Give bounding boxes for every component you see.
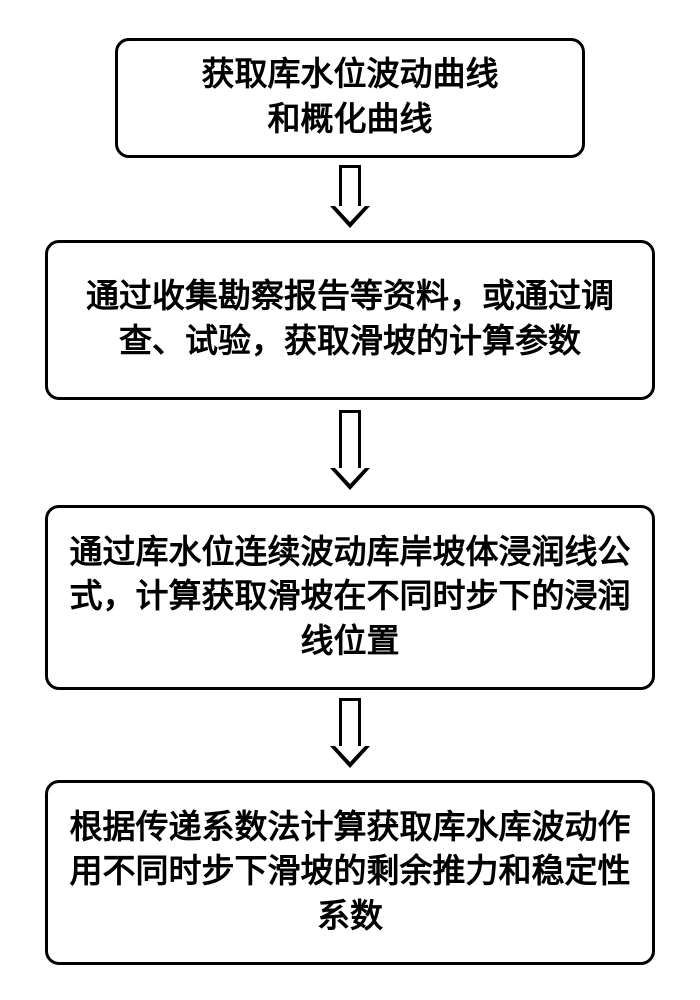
- flow-node-4-text: 根据传递系数法计算获取库水库波动作用不同时步下滑坡的剩余推力和稳定性系数: [66, 806, 634, 940]
- arrow-shaft: [339, 698, 361, 746]
- arrow-shaft: [339, 410, 361, 468]
- arrow-shaft: [339, 165, 361, 206]
- flow-node-1: 获取库水位波动曲线和概化曲线: [115, 38, 585, 158]
- flow-node-3: 通过库水位连续波动库岸坡体浸润线公式，计算获取滑坡在不同时步下的浸润线位置: [45, 505, 655, 690]
- flowchart-container: 获取库水位波动曲线和概化曲线 通过收集勘察报告等资料，或通过调查、试验，获取滑坡…: [0, 0, 700, 1000]
- flow-arrow-2: [330, 410, 370, 468]
- flow-arrow-3: [330, 698, 370, 746]
- flow-arrow-1: [330, 165, 370, 206]
- flow-node-2: 通过收集勘察报告等资料，或通过调查、试验，获取滑坡的计算参数: [45, 240, 655, 400]
- flow-node-1-text: 获取库水位波动曲线和概化曲线: [202, 53, 499, 142]
- flow-node-2-text: 通过收集勘察报告等资料，或通过调查、试验，获取滑坡的计算参数: [66, 275, 634, 364]
- flow-node-3-text: 通过库水位连续波动库岸坡体浸润线公式，计算获取滑坡在不同时步下的浸润线位置: [66, 531, 634, 665]
- flow-node-4: 根据传递系数法计算获取库水库波动作用不同时步下滑坡的剩余推力和稳定性系数: [45, 780, 655, 965]
